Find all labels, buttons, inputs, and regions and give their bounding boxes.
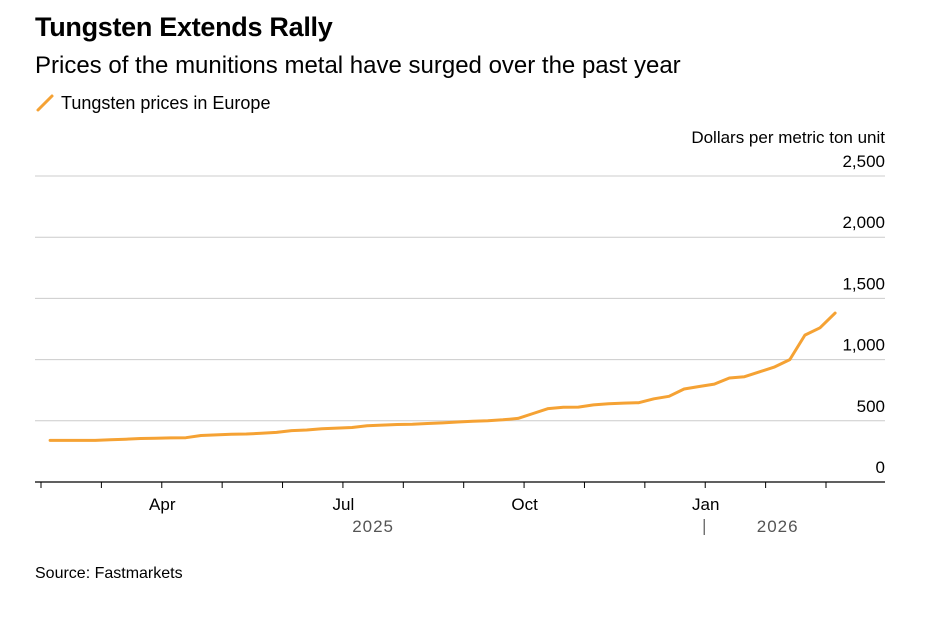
chart-subtitle: Prices of the munitions metal have surge… <box>35 52 681 79</box>
x-tick-label: Oct <box>511 495 538 514</box>
y-tick-label: 2,000 <box>842 213 885 232</box>
legend-line-icon <box>36 94 54 112</box>
series-line-tungsten <box>48 311 837 442</box>
x-tick-label: Jan <box>692 495 719 514</box>
y-tick-label: 500 <box>857 397 885 416</box>
legend: Tungsten prices in Europe <box>35 91 270 115</box>
source-note: Source: Fastmarkets <box>35 565 183 582</box>
y-tick-label: 1,000 <box>842 336 885 355</box>
x-tick-label: Apr <box>149 495 176 514</box>
y-tick-label: 2,500 <box>842 152 885 171</box>
y-tick-label: 0 <box>876 458 885 477</box>
y-tick-label: 1,500 <box>842 274 885 293</box>
y-axis-label: Dollars per metric ton unit <box>691 128 885 147</box>
chart-title: Tungsten Extends Rally <box>35 12 333 42</box>
legend-label: Tungsten prices in Europe <box>61 92 271 113</box>
x-tick-label: Jul <box>333 495 355 514</box>
line-chart: Dollars per metric ton unit 0 500 1,000 1,50… <box>35 128 885 536</box>
year-label: 2026 <box>757 517 799 536</box>
year-label: 2025 <box>352 517 394 536</box>
